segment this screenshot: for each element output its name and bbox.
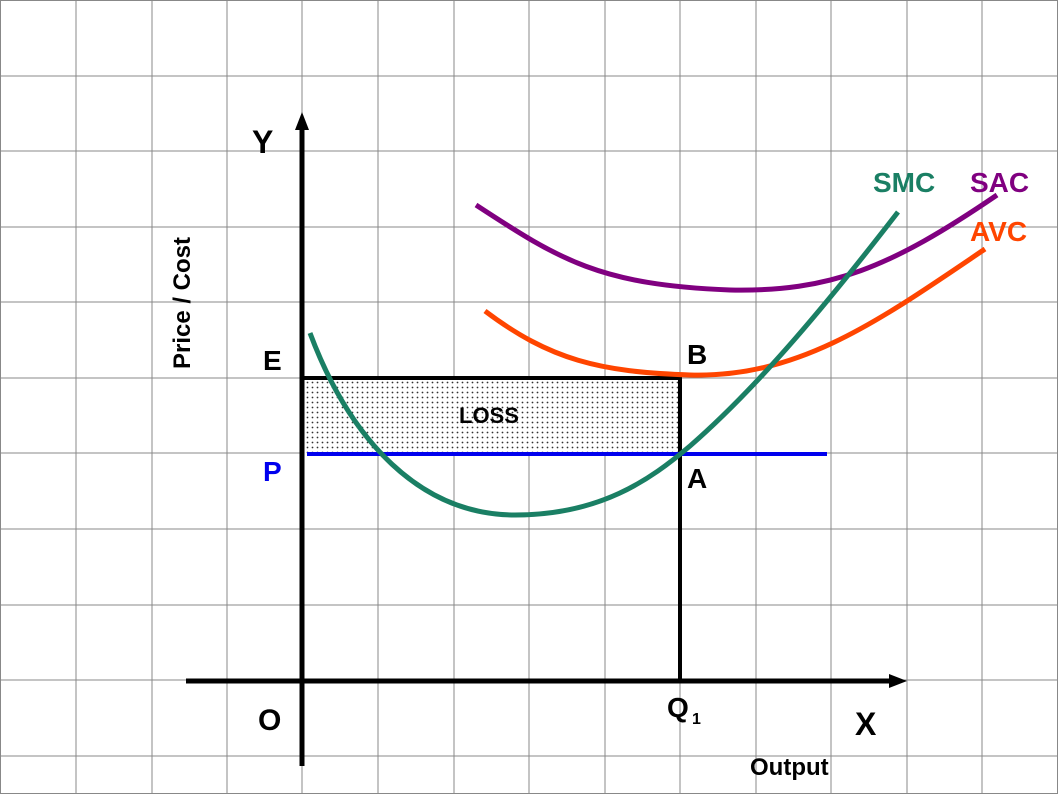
cost-rect <box>302 376 682 681</box>
sac-curve <box>474 192 999 293</box>
b-label: B <box>687 339 707 370</box>
sac-label: SAC <box>970 167 1029 198</box>
x-title: Output <box>750 754 829 781</box>
a-label: A <box>687 463 707 494</box>
x-label: X <box>855 706 877 742</box>
e-label: E <box>263 345 282 376</box>
y-arrow <box>295 112 309 130</box>
smc-curve <box>307 210 900 518</box>
q-label: Q <box>667 692 689 723</box>
avc-label: AVC <box>970 216 1027 247</box>
p-label: P <box>263 456 282 487</box>
q-subscript: 1 <box>692 711 701 728</box>
y-title: Price / Cost <box>169 237 196 369</box>
loss-label: LOSS <box>459 403 519 428</box>
loss-area <box>302 378 680 454</box>
x-arrow <box>889 674 907 688</box>
origin-label: O <box>258 704 281 737</box>
y-label: Y <box>252 124 273 160</box>
smc-label: SMC <box>873 167 935 198</box>
avc-curve <box>483 246 987 378</box>
